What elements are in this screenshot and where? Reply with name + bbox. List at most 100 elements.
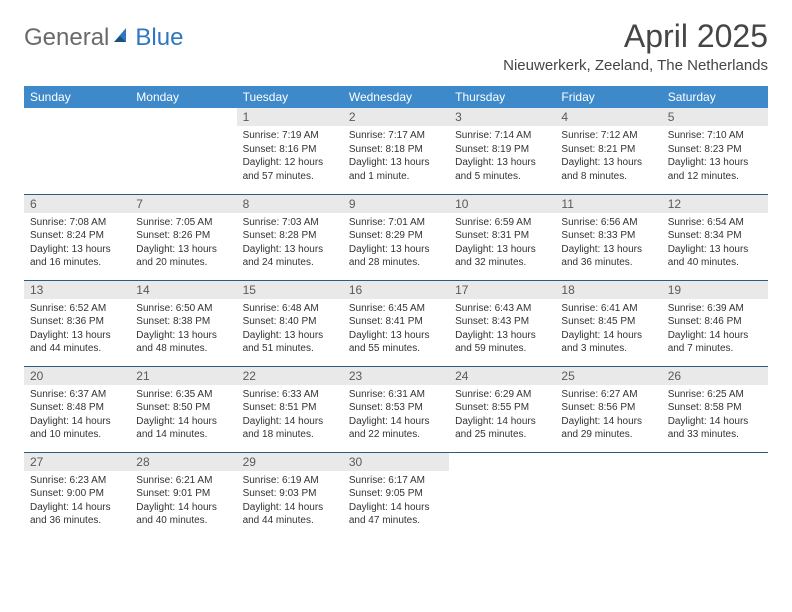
- calendar-cell: 26Sunrise: 6:25 AMSunset: 8:58 PMDayligh…: [662, 366, 768, 452]
- calendar-cell: 3Sunrise: 7:14 AMSunset: 8:19 PMDaylight…: [449, 108, 555, 194]
- day-number: 19: [662, 281, 768, 299]
- day-number: 14: [130, 281, 236, 299]
- day-details: Sunrise: 6:21 AMSunset: 9:01 PMDaylight:…: [130, 471, 236, 532]
- day-number: 5: [662, 108, 768, 126]
- day-details: Sunrise: 6:39 AMSunset: 8:46 PMDaylight:…: [662, 299, 768, 360]
- day-number: 9: [343, 195, 449, 213]
- calendar-cell: [24, 108, 130, 194]
- day-details: Sunrise: 7:03 AMSunset: 8:28 PMDaylight:…: [237, 213, 343, 274]
- day-number: 21: [130, 367, 236, 385]
- day-details: Sunrise: 6:31 AMSunset: 8:53 PMDaylight:…: [343, 385, 449, 446]
- day-details: Sunrise: 6:35 AMSunset: 8:50 PMDaylight:…: [130, 385, 236, 446]
- day-details: Sunrise: 6:23 AMSunset: 9:00 PMDaylight:…: [24, 471, 130, 532]
- day-number: 28: [130, 453, 236, 471]
- calendar-cell: 5Sunrise: 7:10 AMSunset: 8:23 PMDaylight…: [662, 108, 768, 194]
- calendar-row: 20Sunrise: 6:37 AMSunset: 8:48 PMDayligh…: [24, 366, 768, 452]
- calendar-cell: 14Sunrise: 6:50 AMSunset: 8:38 PMDayligh…: [130, 280, 236, 366]
- weekday-header: Tuesday: [237, 86, 343, 108]
- weekday-header: Monday: [130, 86, 236, 108]
- title-block: April 2025 Nieuwerkerk, Zeeland, The Net…: [503, 18, 768, 74]
- day-number: 24: [449, 367, 555, 385]
- day-number: 7: [130, 195, 236, 213]
- day-number: 16: [343, 281, 449, 299]
- day-details: Sunrise: 7:05 AMSunset: 8:26 PMDaylight:…: [130, 213, 236, 274]
- calendar-cell: 30Sunrise: 6:17 AMSunset: 9:05 PMDayligh…: [343, 452, 449, 538]
- day-number: 17: [449, 281, 555, 299]
- day-details: Sunrise: 7:14 AMSunset: 8:19 PMDaylight:…: [449, 126, 555, 187]
- day-details: Sunrise: 6:50 AMSunset: 8:38 PMDaylight:…: [130, 299, 236, 360]
- day-number: 20: [24, 367, 130, 385]
- day-number: 30: [343, 453, 449, 471]
- calendar-cell: 11Sunrise: 6:56 AMSunset: 8:33 PMDayligh…: [555, 194, 661, 280]
- day-number: 26: [662, 367, 768, 385]
- calendar-cell: 2Sunrise: 7:17 AMSunset: 8:18 PMDaylight…: [343, 108, 449, 194]
- calendar-cell: [130, 108, 236, 194]
- calendar-body: 1Sunrise: 7:19 AMSunset: 8:16 PMDaylight…: [24, 108, 768, 538]
- day-number: 12: [662, 195, 768, 213]
- day-number: 29: [237, 453, 343, 471]
- day-details: Sunrise: 6:56 AMSunset: 8:33 PMDaylight:…: [555, 213, 661, 274]
- calendar-header-row: SundayMondayTuesdayWednesdayThursdayFrid…: [24, 86, 768, 108]
- day-number: 2: [343, 108, 449, 126]
- day-details: Sunrise: 6:54 AMSunset: 8:34 PMDaylight:…: [662, 213, 768, 274]
- calendar-cell: 28Sunrise: 6:21 AMSunset: 9:01 PMDayligh…: [130, 452, 236, 538]
- day-details: Sunrise: 6:33 AMSunset: 8:51 PMDaylight:…: [237, 385, 343, 446]
- calendar-cell: 22Sunrise: 6:33 AMSunset: 8:51 PMDayligh…: [237, 366, 343, 452]
- day-details: Sunrise: 6:19 AMSunset: 9:03 PMDaylight:…: [237, 471, 343, 532]
- calendar-table: SundayMondayTuesdayWednesdayThursdayFrid…: [24, 86, 768, 538]
- calendar-cell: [662, 452, 768, 538]
- day-number: 13: [24, 281, 130, 299]
- calendar-row: 1Sunrise: 7:19 AMSunset: 8:16 PMDaylight…: [24, 108, 768, 194]
- calendar-cell: 20Sunrise: 6:37 AMSunset: 8:48 PMDayligh…: [24, 366, 130, 452]
- day-number: 8: [237, 195, 343, 213]
- calendar-cell: 27Sunrise: 6:23 AMSunset: 9:00 PMDayligh…: [24, 452, 130, 538]
- calendar-cell: 23Sunrise: 6:31 AMSunset: 8:53 PMDayligh…: [343, 366, 449, 452]
- weekday-header: Sunday: [24, 86, 130, 108]
- day-details: Sunrise: 6:52 AMSunset: 8:36 PMDaylight:…: [24, 299, 130, 360]
- day-number: 10: [449, 195, 555, 213]
- calendar-cell: 21Sunrise: 6:35 AMSunset: 8:50 PMDayligh…: [130, 366, 236, 452]
- day-details: Sunrise: 6:29 AMSunset: 8:55 PMDaylight:…: [449, 385, 555, 446]
- calendar-cell: 9Sunrise: 7:01 AMSunset: 8:29 PMDaylight…: [343, 194, 449, 280]
- day-details: Sunrise: 7:19 AMSunset: 8:16 PMDaylight:…: [237, 126, 343, 187]
- logo-sail-icon: [112, 26, 132, 51]
- logo-text-blue: Blue: [135, 24, 183, 52]
- calendar-cell: 25Sunrise: 6:27 AMSunset: 8:56 PMDayligh…: [555, 366, 661, 452]
- day-details: Sunrise: 7:10 AMSunset: 8:23 PMDaylight:…: [662, 126, 768, 187]
- calendar-cell: 19Sunrise: 6:39 AMSunset: 8:46 PMDayligh…: [662, 280, 768, 366]
- logo: General Blue: [24, 18, 183, 52]
- logo-text-general: General: [24, 24, 109, 52]
- calendar-row: 13Sunrise: 6:52 AMSunset: 8:36 PMDayligh…: [24, 280, 768, 366]
- calendar-cell: 7Sunrise: 7:05 AMSunset: 8:26 PMDaylight…: [130, 194, 236, 280]
- header: General Blue April 2025 Nieuwerkerk, Zee…: [24, 18, 768, 74]
- day-details: Sunrise: 6:45 AMSunset: 8:41 PMDaylight:…: [343, 299, 449, 360]
- day-details: Sunrise: 7:12 AMSunset: 8:21 PMDaylight:…: [555, 126, 661, 187]
- month-title: April 2025: [503, 18, 768, 55]
- day-details: Sunrise: 6:41 AMSunset: 8:45 PMDaylight:…: [555, 299, 661, 360]
- day-details: Sunrise: 6:37 AMSunset: 8:48 PMDaylight:…: [24, 385, 130, 446]
- day-number: 25: [555, 367, 661, 385]
- calendar-row: 27Sunrise: 6:23 AMSunset: 9:00 PMDayligh…: [24, 452, 768, 538]
- day-number: 22: [237, 367, 343, 385]
- day-number: 15: [237, 281, 343, 299]
- calendar-cell: 13Sunrise: 6:52 AMSunset: 8:36 PMDayligh…: [24, 280, 130, 366]
- day-number: 3: [449, 108, 555, 126]
- calendar-cell: 10Sunrise: 6:59 AMSunset: 8:31 PMDayligh…: [449, 194, 555, 280]
- day-details: Sunrise: 7:08 AMSunset: 8:24 PMDaylight:…: [24, 213, 130, 274]
- calendar-cell: 4Sunrise: 7:12 AMSunset: 8:21 PMDaylight…: [555, 108, 661, 194]
- calendar-cell: 15Sunrise: 6:48 AMSunset: 8:40 PMDayligh…: [237, 280, 343, 366]
- day-details: Sunrise: 6:48 AMSunset: 8:40 PMDaylight:…: [237, 299, 343, 360]
- calendar-cell: 1Sunrise: 7:19 AMSunset: 8:16 PMDaylight…: [237, 108, 343, 194]
- location: Nieuwerkerk, Zeeland, The Netherlands: [503, 57, 768, 74]
- calendar-cell: 6Sunrise: 7:08 AMSunset: 8:24 PMDaylight…: [24, 194, 130, 280]
- day-number: 6: [24, 195, 130, 213]
- weekday-header: Friday: [555, 86, 661, 108]
- day-number: 23: [343, 367, 449, 385]
- calendar-cell: 29Sunrise: 6:19 AMSunset: 9:03 PMDayligh…: [237, 452, 343, 538]
- day-details: Sunrise: 6:43 AMSunset: 8:43 PMDaylight:…: [449, 299, 555, 360]
- day-details: Sunrise: 7:01 AMSunset: 8:29 PMDaylight:…: [343, 213, 449, 274]
- calendar-cell: 8Sunrise: 7:03 AMSunset: 8:28 PMDaylight…: [237, 194, 343, 280]
- day-details: Sunrise: 6:17 AMSunset: 9:05 PMDaylight:…: [343, 471, 449, 532]
- day-number: 18: [555, 281, 661, 299]
- calendar-row: 6Sunrise: 7:08 AMSunset: 8:24 PMDaylight…: [24, 194, 768, 280]
